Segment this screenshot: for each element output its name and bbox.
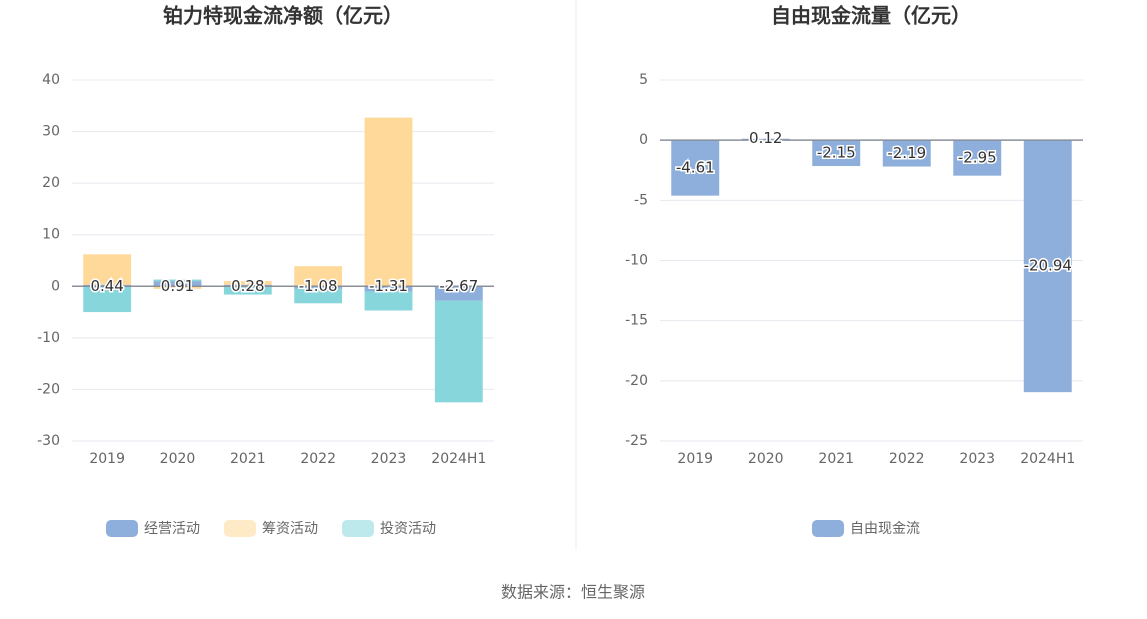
y-tick-label: 0 xyxy=(639,132,648,148)
chart-title: 自由现金流量（亿元） xyxy=(771,4,971,28)
legend-swatch xyxy=(106,520,138,537)
bar xyxy=(364,117,413,287)
value-label: -1.31 xyxy=(369,277,408,295)
bar xyxy=(294,286,343,289)
x-tick-label: 2024H1 xyxy=(1020,451,1075,467)
bar xyxy=(153,286,202,289)
x-tick-label: 2022 xyxy=(300,451,336,467)
x-tick-label: 2021 xyxy=(818,451,854,467)
y-tick-label: -10 xyxy=(625,253,648,269)
x-tick-label: 2022 xyxy=(889,451,925,467)
value-label: 0.12 xyxy=(749,129,782,147)
value-label: 0.91 xyxy=(161,277,194,295)
x-tick-label: 2023 xyxy=(371,451,407,467)
bar xyxy=(223,286,272,295)
source: 数据来源：恒生聚源 xyxy=(501,583,645,602)
bar xyxy=(671,140,720,196)
bar xyxy=(153,281,202,287)
x-tick-label: 2020 xyxy=(748,451,784,467)
legend-label: 自由现金流 xyxy=(850,521,920,537)
y-tick-label: -25 xyxy=(625,433,648,449)
bar xyxy=(83,284,132,287)
value-label: -2.15 xyxy=(817,144,856,162)
x-tick-label: 2019 xyxy=(677,451,713,467)
value-label: -20.94 xyxy=(1024,257,1072,275)
bar xyxy=(434,286,483,301)
value-label: -2.19 xyxy=(887,144,926,162)
x-tick-label: 2024H1 xyxy=(431,451,486,467)
y-tick-label: -20 xyxy=(37,381,60,397)
y-tick-label: 40 xyxy=(42,72,60,88)
bar xyxy=(812,140,861,167)
bar xyxy=(294,266,343,287)
bar xyxy=(364,286,413,292)
y-tick-label: 30 xyxy=(42,124,60,140)
bar xyxy=(294,288,343,304)
bar xyxy=(83,254,132,285)
value-label: -2.95 xyxy=(958,148,997,166)
bar xyxy=(1023,140,1072,393)
value-label: 0.44 xyxy=(90,277,123,295)
x-tick-label: 2021 xyxy=(230,451,266,467)
value-label: -1.08 xyxy=(299,277,338,295)
y-tick-label: 0 xyxy=(51,278,60,294)
y-tick-label: -5 xyxy=(634,192,648,208)
bar xyxy=(882,140,931,167)
bar xyxy=(223,281,272,285)
bar xyxy=(434,300,483,403)
y-tick-label: 20 xyxy=(42,175,60,191)
value-label: 0.28 xyxy=(231,277,264,295)
x-tick-label: 2020 xyxy=(160,451,196,467)
value-label: -4.61 xyxy=(676,158,715,176)
bar xyxy=(153,279,202,282)
legend-swatch xyxy=(812,520,844,537)
legend-swatch xyxy=(342,520,374,537)
y-tick-label: 5 xyxy=(639,72,648,88)
y-tick-label: -30 xyxy=(37,433,60,449)
bar xyxy=(364,291,413,311)
y-tick-label: -10 xyxy=(37,330,60,346)
legend-label: 筹资活动 xyxy=(262,520,318,537)
legend-label: 经营活动 xyxy=(144,521,200,537)
x-tick-label: 2023 xyxy=(959,451,995,467)
bar xyxy=(223,284,272,287)
x-tick-label: 2019 xyxy=(89,451,125,467)
y-tick-label: -15 xyxy=(625,313,648,329)
legend-label: 投资活动 xyxy=(380,521,436,537)
legend-swatch xyxy=(224,520,256,537)
chart-title: 铂力特现金流净额（亿元） xyxy=(163,4,403,28)
bar xyxy=(953,140,1002,176)
y-tick-label: -20 xyxy=(625,373,648,389)
value-label: -2.67 xyxy=(439,277,478,295)
y-tick-label: 10 xyxy=(42,227,60,243)
bar xyxy=(83,286,132,313)
